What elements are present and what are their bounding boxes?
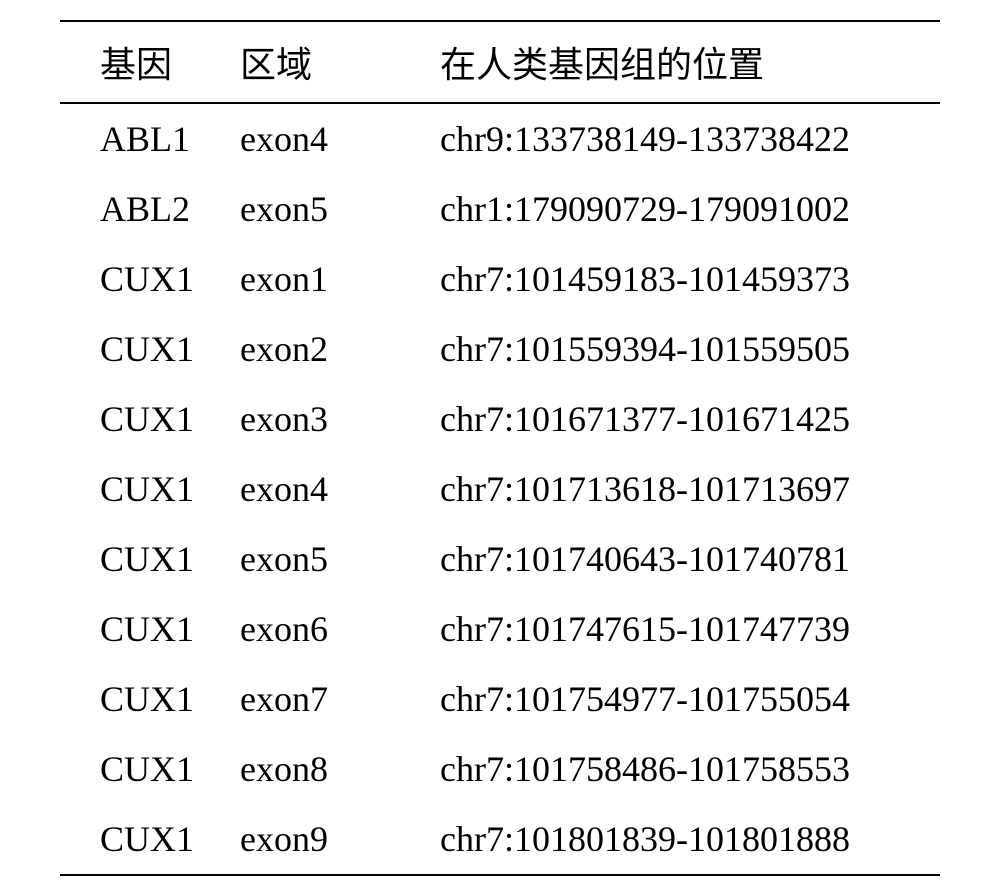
table-row: ABL1 exon4 chr9:133738149-133738422 [60,103,940,174]
table-row: CUX1 exon8 chr7:101758486-101758553 [60,734,940,804]
cell-position: chr7:101740643-101740781 [420,524,940,594]
cell-gene: CUX1 [60,314,240,384]
cell-region: exon5 [240,524,420,594]
gene-table: 基因 区域 在人类基因组的位置 ABL1 exon4 chr9:13373814… [60,20,940,876]
table-row: CUX1 exon2 chr7:101559394-101559505 [60,314,940,384]
cell-gene: CUX1 [60,804,240,875]
cell-region: exon1 [240,244,420,314]
cell-region: exon4 [240,454,420,524]
cell-region: exon5 [240,174,420,244]
table-row: CUX1 exon3 chr7:101671377-101671425 [60,384,940,454]
cell-position: chr7:101713618-101713697 [420,454,940,524]
cell-gene: CUX1 [60,454,240,524]
table-row: CUX1 exon6 chr7:101747615-101747739 [60,594,940,664]
cell-gene: CUX1 [60,524,240,594]
cell-region: exon6 [240,594,420,664]
cell-region: exon7 [240,664,420,734]
table-row: ABL2 exon5 chr1:179090729-179091002 [60,174,940,244]
cell-region: exon3 [240,384,420,454]
cell-position: chr7:101754977-101755054 [420,664,940,734]
cell-position: chr7:101459183-101459373 [420,244,940,314]
table-row: CUX1 exon5 chr7:101740643-101740781 [60,524,940,594]
cell-gene: ABL2 [60,174,240,244]
cell-position: chr7:101671377-101671425 [420,384,940,454]
cell-gene: CUX1 [60,244,240,314]
col-header-gene: 基因 [60,21,240,103]
table-row: CUX1 exon4 chr7:101713618-101713697 [60,454,940,524]
cell-gene: CUX1 [60,594,240,664]
col-header-region: 区域 [240,21,420,103]
table-row: CUX1 exon7 chr7:101754977-101755054 [60,664,940,734]
cell-position: chr7:101747615-101747739 [420,594,940,664]
cell-gene: CUX1 [60,384,240,454]
cell-position: chr9:133738149-133738422 [420,103,940,174]
cell-gene: CUX1 [60,734,240,804]
table-header-row: 基因 区域 在人类基因组的位置 [60,21,940,103]
table-row: CUX1 exon9 chr7:101801839-101801888 [60,804,940,875]
cell-region: exon8 [240,734,420,804]
cell-position: chr7:101758486-101758553 [420,734,940,804]
col-header-position: 在人类基因组的位置 [420,21,940,103]
table-row: CUX1 exon1 chr7:101459183-101459373 [60,244,940,314]
cell-gene: CUX1 [60,664,240,734]
cell-region: exon9 [240,804,420,875]
cell-position: chr1:179090729-179091002 [420,174,940,244]
cell-region: exon2 [240,314,420,384]
cell-position: chr7:101559394-101559505 [420,314,940,384]
cell-region: exon4 [240,103,420,174]
cell-gene: ABL1 [60,103,240,174]
cell-position: chr7:101801839-101801888 [420,804,940,875]
